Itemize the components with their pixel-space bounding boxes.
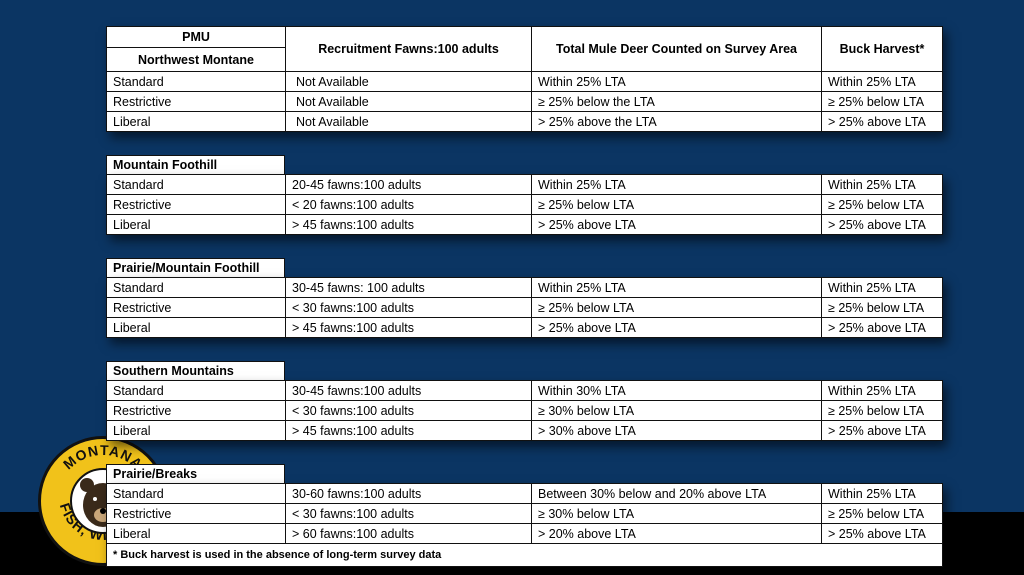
footnote: * Buck harvest is used in the absence of… bbox=[106, 543, 943, 567]
recruitment-cell: < 30 fawns:100 adults bbox=[285, 297, 532, 318]
recruitment-cell: > 45 fawns:100 adults bbox=[285, 420, 532, 441]
table-row: Liberal > 45 fawns:100 adults > 25% abov… bbox=[106, 214, 943, 235]
strategy-cell: Liberal bbox=[106, 214, 286, 235]
footnote-row: * Buck harvest is used in the absence of… bbox=[106, 543, 943, 567]
recruitment-cell: 30-60 fawns:100 adults bbox=[285, 483, 532, 504]
recruitment-cell: > 60 fawns:100 adults bbox=[285, 523, 532, 544]
region-prairie-mountain-foothill: Prairie/Mountain Foothill Standard 30-45… bbox=[106, 258, 943, 338]
header-total-counted: Total Mule Deer Counted on Survey Area bbox=[531, 26, 822, 72]
total-cell: > 30% above LTA bbox=[531, 420, 822, 441]
buck-cell: Within 25% LTA bbox=[821, 174, 943, 195]
region-southern-mountains: Southern Mountains Standard 30-45 fawns:… bbox=[106, 361, 943, 441]
table-row: Restrictive < 20 fawns:100 adults ≥ 25% … bbox=[106, 194, 943, 215]
region-label: Southern Mountains bbox=[106, 361, 285, 380]
total-cell: ≥ 25% below LTA bbox=[531, 194, 822, 215]
criteria-tables: PMU Recruitment Fawns:100 adults Total M… bbox=[106, 26, 943, 567]
strategy-cell: Standard bbox=[106, 174, 286, 195]
total-cell: Within 25% LTA bbox=[531, 71, 822, 92]
strategy-cell: Standard bbox=[106, 380, 286, 401]
buck-cell: ≥ 25% below LTA bbox=[821, 400, 943, 421]
table-row: Liberal > 60 fawns:100 adults > 20% abov… bbox=[106, 523, 943, 544]
table-row: Standard Not Available Within 25% LTA Wi… bbox=[106, 71, 943, 92]
table-row: Liberal > 45 fawns:100 adults > 30% abov… bbox=[106, 420, 943, 441]
recruitment-cell: Not Available bbox=[285, 111, 532, 132]
strategy-cell: Standard bbox=[106, 71, 286, 92]
buck-cell: Within 25% LTA bbox=[821, 277, 943, 298]
total-cell: > 25% above the LTA bbox=[531, 111, 822, 132]
total-cell: > 20% above LTA bbox=[531, 523, 822, 544]
region-mountain-foothill: Mountain Foothill Standard 20-45 fawns:1… bbox=[106, 155, 943, 235]
strategy-cell: Restrictive bbox=[106, 91, 286, 112]
buck-cell: > 25% above LTA bbox=[821, 523, 943, 544]
strategy-cell: Liberal bbox=[106, 111, 286, 132]
region-label: Mountain Foothill bbox=[106, 155, 285, 174]
recruitment-cell: 20-45 fawns:100 adults bbox=[285, 174, 532, 195]
total-cell: Between 30% below and 20% above LTA bbox=[531, 483, 822, 504]
total-cell: ≥ 30% below LTA bbox=[531, 400, 822, 421]
recruitment-cell: 30-45 fawns:100 adults bbox=[285, 380, 532, 401]
table-row: Standard 30-45 fawns:100 adults Within 3… bbox=[106, 380, 943, 401]
total-cell: > 25% above LTA bbox=[531, 317, 822, 338]
region-table: Standard 30-45 fawns: 100 adults Within … bbox=[106, 277, 943, 338]
header-recruitment: Recruitment Fawns:100 adults bbox=[285, 26, 532, 72]
region-table-northwest-montane: PMU Recruitment Fawns:100 adults Total M… bbox=[106, 26, 943, 132]
strategy-cell: Restrictive bbox=[106, 297, 286, 318]
buck-cell: > 25% above LTA bbox=[821, 111, 943, 132]
recruitment-cell: 30-45 fawns: 100 adults bbox=[285, 277, 532, 298]
table-row: Restrictive < 30 fawns:100 adults ≥ 30% … bbox=[106, 503, 943, 524]
table-row: Liberal > 45 fawns:100 adults > 25% abov… bbox=[106, 317, 943, 338]
strategy-cell: Standard bbox=[106, 483, 286, 504]
buck-cell: > 25% above LTA bbox=[821, 214, 943, 235]
recruitment-cell: > 45 fawns:100 adults bbox=[285, 317, 532, 338]
total-cell: ≥ 25% below LTA bbox=[531, 297, 822, 318]
buck-cell: Within 25% LTA bbox=[821, 483, 943, 504]
total-cell: Within 25% LTA bbox=[531, 174, 822, 195]
buck-cell: ≥ 25% below LTA bbox=[821, 503, 943, 524]
region-table: Standard 30-60 fawns:100 adults Between … bbox=[106, 483, 943, 567]
region-label: Northwest Montane bbox=[106, 47, 286, 72]
table-row: Restrictive Not Available ≥ 25% below th… bbox=[106, 91, 943, 112]
table-row: Liberal Not Available > 25% above the LT… bbox=[106, 111, 943, 132]
recruitment-cell: Not Available bbox=[285, 91, 532, 112]
total-cell: Within 30% LTA bbox=[531, 380, 822, 401]
strategy-cell: Standard bbox=[106, 277, 286, 298]
total-cell: ≥ 30% below LTA bbox=[531, 503, 822, 524]
total-cell: > 25% above LTA bbox=[531, 214, 822, 235]
recruitment-cell: Not Available bbox=[285, 71, 532, 92]
table-row: Standard 30-60 fawns:100 adults Between … bbox=[106, 483, 943, 504]
header-buck-harvest: Buck Harvest* bbox=[821, 26, 943, 72]
table-row: Restrictive < 30 fawns:100 adults ≥ 30% … bbox=[106, 400, 943, 421]
recruitment-cell: < 30 fawns:100 adults bbox=[285, 503, 532, 524]
region-prairie-breaks: Prairie/Breaks Standard 30-60 fawns:100 … bbox=[106, 464, 943, 567]
region-table: Standard 20-45 fawns:100 adults Within 2… bbox=[106, 174, 943, 235]
region-label: Prairie/Mountain Foothill bbox=[106, 258, 285, 277]
buck-cell: Within 25% LTA bbox=[821, 380, 943, 401]
region-label: Prairie/Breaks bbox=[106, 464, 285, 483]
buck-cell: ≥ 25% below LTA bbox=[821, 91, 943, 112]
buck-cell: > 25% above LTA bbox=[821, 317, 943, 338]
buck-cell: ≥ 25% below LTA bbox=[821, 297, 943, 318]
table-row: Restrictive < 30 fawns:100 adults ≥ 25% … bbox=[106, 297, 943, 318]
recruitment-cell: < 20 fawns:100 adults bbox=[285, 194, 532, 215]
strategy-cell: Restrictive bbox=[106, 400, 286, 421]
header-pmu: PMU bbox=[106, 26, 286, 48]
strategy-cell: Restrictive bbox=[106, 194, 286, 215]
region-table: Standard 30-45 fawns:100 adults Within 3… bbox=[106, 380, 943, 441]
total-cell: ≥ 25% below the LTA bbox=[531, 91, 822, 112]
table-row: Standard 30-45 fawns: 100 adults Within … bbox=[106, 277, 943, 298]
strategy-cell: Restrictive bbox=[106, 503, 286, 524]
strategy-cell: Liberal bbox=[106, 523, 286, 544]
recruitment-cell: > 45 fawns:100 adults bbox=[285, 214, 532, 235]
recruitment-cell: < 30 fawns:100 adults bbox=[285, 400, 532, 421]
buck-cell: ≥ 25% below LTA bbox=[821, 194, 943, 215]
strategy-cell: Liberal bbox=[106, 420, 286, 441]
strategy-cell: Liberal bbox=[106, 317, 286, 338]
buck-cell: Within 25% LTA bbox=[821, 71, 943, 92]
buck-cell: > 25% above LTA bbox=[821, 420, 943, 441]
table-row: Standard 20-45 fawns:100 adults Within 2… bbox=[106, 174, 943, 195]
total-cell: Within 25% LTA bbox=[531, 277, 822, 298]
